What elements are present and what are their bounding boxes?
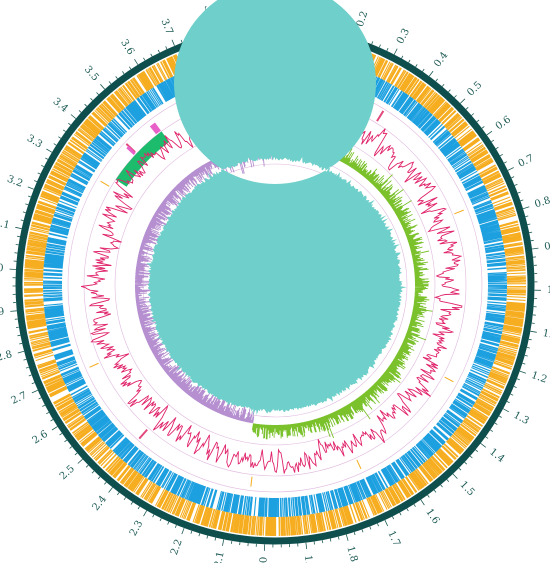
scale-label: 1.9 <box>302 554 315 563</box>
scale-label: 1.8 <box>344 545 359 563</box>
scale-label: 0.3 <box>395 27 412 46</box>
feature-tick <box>89 362 99 368</box>
scale-label: 0.8 <box>533 195 550 210</box>
scale-label: 0.2 <box>355 10 370 29</box>
rna-mark <box>125 143 136 153</box>
scale-label: 3.5 <box>82 64 101 83</box>
scale-label: 1.5 <box>457 479 476 498</box>
depth-ring <box>146 0 407 415</box>
rna-mark <box>376 110 385 122</box>
scale-label: 0.5 <box>465 80 484 99</box>
scale-label: 2.2 <box>169 538 185 557</box>
scale-label: 2.7 <box>10 390 29 407</box>
rna-mark <box>138 428 148 440</box>
scale-label: 2.3 <box>128 519 145 538</box>
scale-label: 3.6 <box>118 38 136 57</box>
scale-label: 0.6 <box>494 114 513 132</box>
feature-tick <box>100 180 110 187</box>
scale-label: 1.4 <box>487 447 506 465</box>
scale-label: 3.1 <box>0 217 11 231</box>
scale-label: 2.5 <box>58 463 77 482</box>
scale-label: 1.0 <box>547 285 550 296</box>
scale-label: 3.3 <box>25 133 44 151</box>
scale-label: 2.6 <box>31 429 50 447</box>
feature-tick <box>454 209 464 215</box>
gc-content-plot <box>80 97 463 474</box>
scale-label: 3.4 <box>51 96 70 115</box>
prophage-track <box>126 122 161 156</box>
scale-label: 2.1 <box>213 551 227 563</box>
scale-label: 0.7 <box>517 153 536 170</box>
gc-content-line <box>80 97 463 474</box>
scale-label: 2.9 <box>0 307 5 320</box>
scale-label: 3.0 <box>0 262 4 274</box>
scale-label: 3.7 <box>158 17 174 36</box>
scale-label: 1.7 <box>385 529 402 548</box>
scale-label: 0.9 <box>544 240 550 253</box>
scale-label: 2.8 <box>0 349 13 364</box>
scale-label: 1.2 <box>530 370 549 386</box>
depth-band <box>146 0 407 415</box>
scale-label: 2.4 <box>91 494 110 513</box>
feature-tick <box>444 376 454 383</box>
scale-label: 2.0 <box>258 557 270 563</box>
scale-label: 0.4 <box>432 50 450 69</box>
prophage-segment <box>126 145 136 156</box>
scale-label: 1.6 <box>423 507 441 526</box>
scale-label: 3.2 <box>5 174 24 190</box>
scale-label: 1.1 <box>542 328 550 342</box>
feature-tick <box>250 476 253 487</box>
scale-label: 1.3 <box>511 410 530 427</box>
prophage-segment <box>149 122 161 135</box>
feature-tick <box>356 459 362 470</box>
